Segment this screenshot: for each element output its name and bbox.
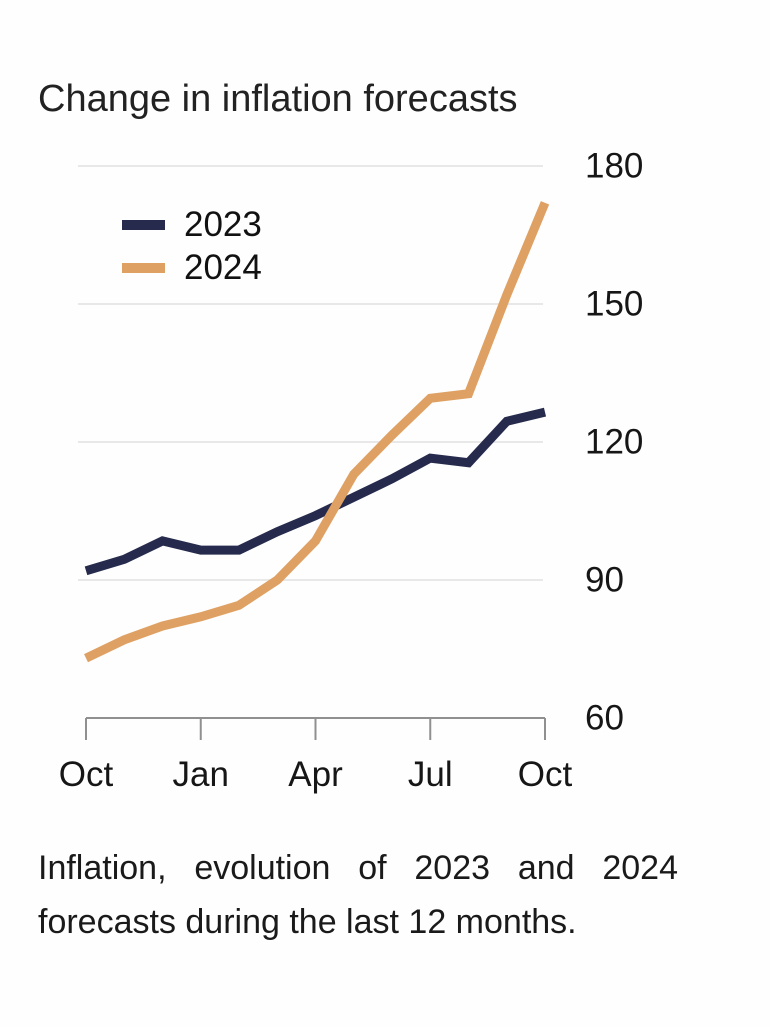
y-tick-label-180: 180 xyxy=(585,146,644,186)
x-tick-label-1-Jan: Jan xyxy=(172,755,229,794)
chart-caption: Inflation, evolution of 2023 and 2024 fo… xyxy=(38,841,678,949)
x-tick-label-2-Apr: Apr xyxy=(288,755,343,794)
caption-line-2: forecasts during the last 12 months. xyxy=(38,903,577,941)
y-tick-label-60: 60 xyxy=(585,698,624,738)
y-tick-label-120: 120 xyxy=(585,422,644,462)
legend-item-2023: 2023 xyxy=(122,203,262,246)
series-line-2023 xyxy=(84,407,547,576)
caption-line-1: Inflation, evolution of 2023 and 2024 xyxy=(38,849,678,887)
chart-title: Change in inflation forecasts xyxy=(38,78,518,120)
x-tick-label-0-Oct: Oct xyxy=(58,755,114,794)
y-tick-label-150: 150 xyxy=(585,284,644,324)
legend-swatch-2024 xyxy=(122,262,165,273)
legend-item-2024: 2024 xyxy=(122,246,262,289)
legend-label-2024: 2024 xyxy=(184,248,262,287)
x-tick-label-3-Jul: Jul xyxy=(407,755,453,794)
legend-swatch-2023 xyxy=(122,219,165,230)
legend-label-2023: 2023 xyxy=(184,205,262,244)
series-line-2024 xyxy=(84,201,550,663)
chart-legend: 2023 2024 xyxy=(122,203,262,289)
x-tick-label-4-Oct: Oct xyxy=(517,755,573,794)
y-tick-label-90: 90 xyxy=(585,560,624,600)
